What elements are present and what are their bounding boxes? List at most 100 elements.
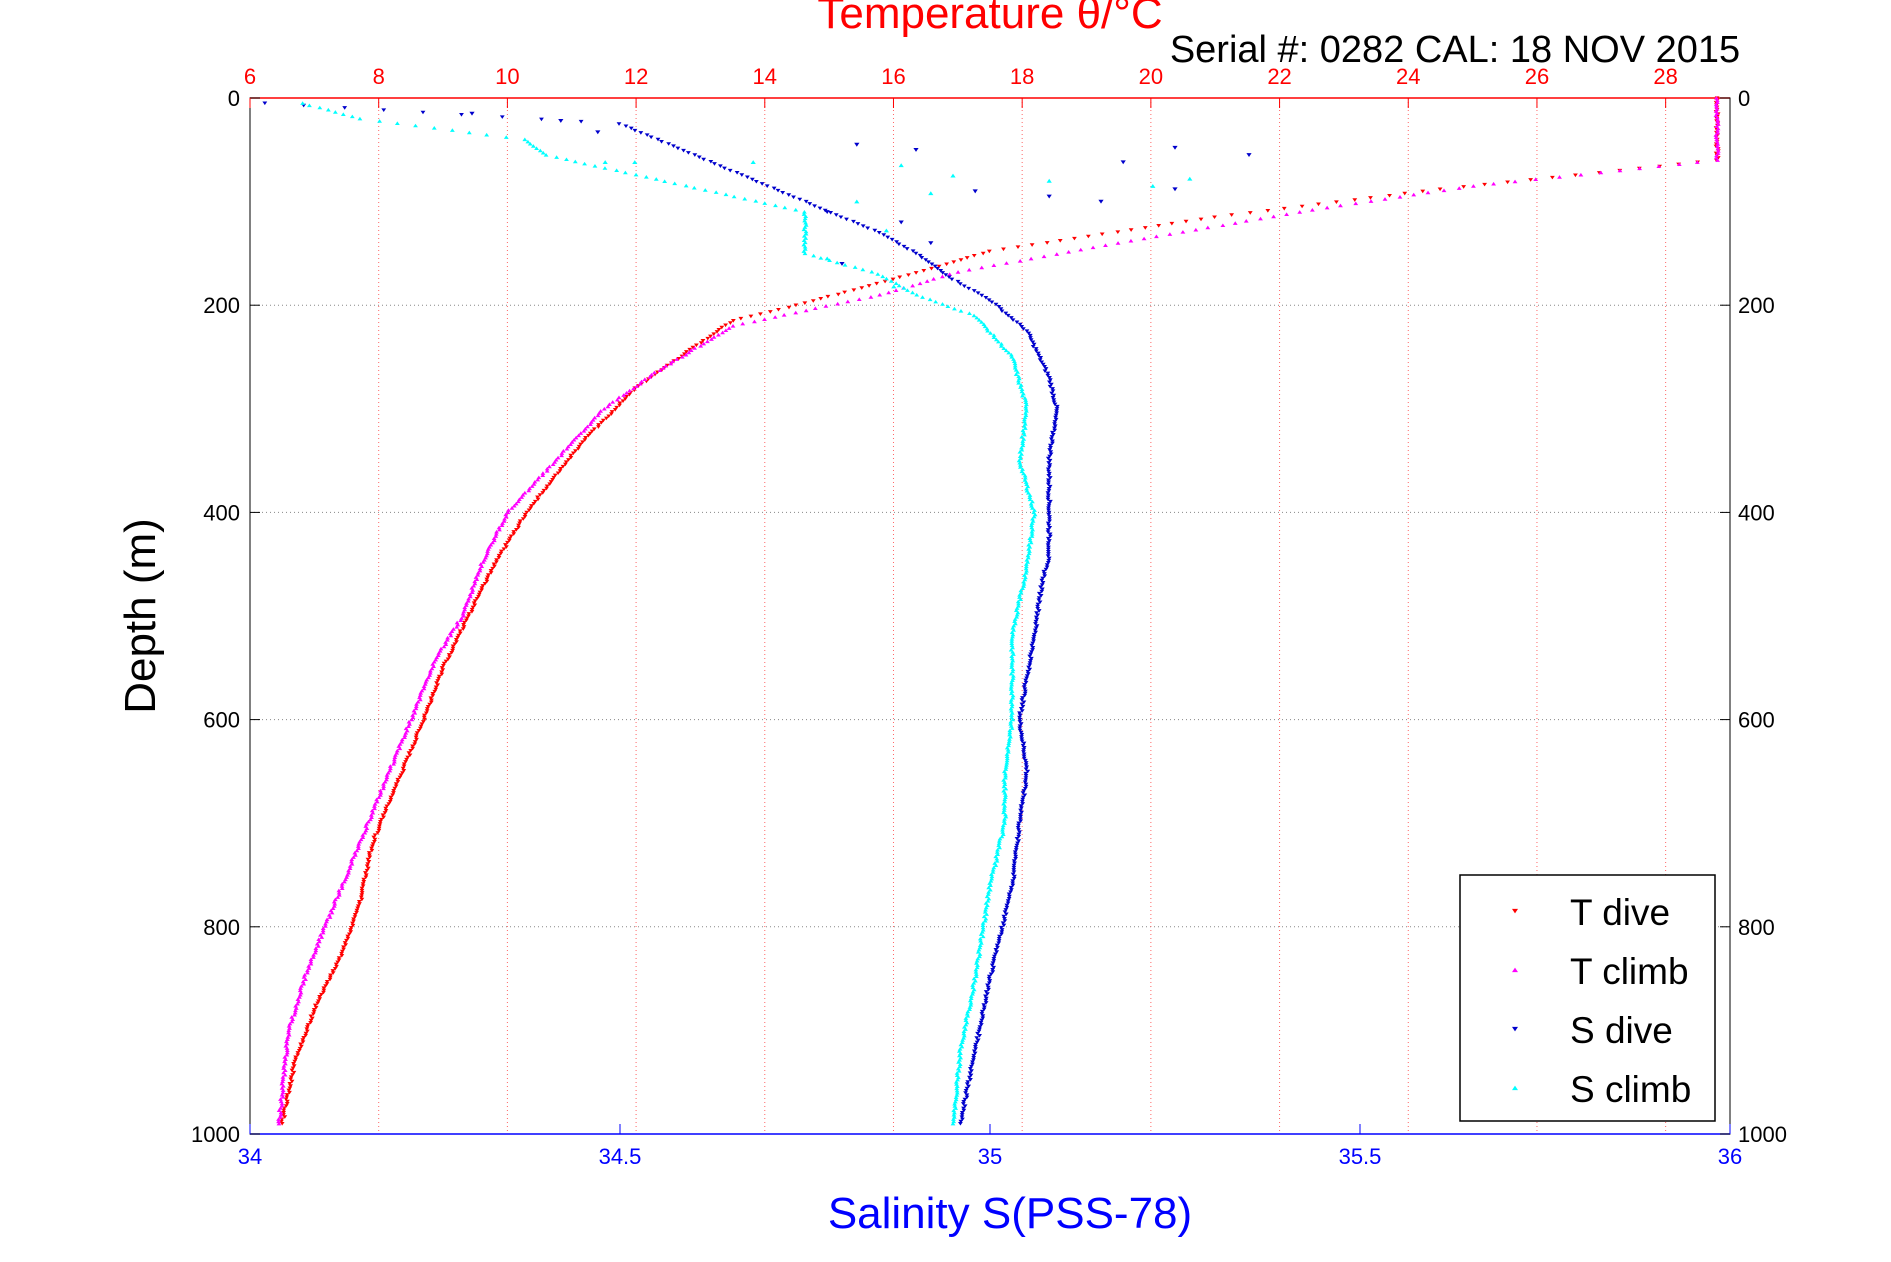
data-point <box>851 219 856 224</box>
data-point <box>990 970 996 974</box>
data-point <box>1057 238 1063 243</box>
data-point <box>399 737 405 742</box>
data-point <box>436 674 442 679</box>
data-point <box>316 937 322 942</box>
data-point <box>980 934 986 939</box>
data-point <box>469 111 475 116</box>
data-point <box>995 339 1001 344</box>
data-point <box>421 684 427 688</box>
data-point <box>1046 194 1052 199</box>
data-point <box>967 1005 973 1009</box>
temperature-tick-label: 6 <box>244 64 256 89</box>
temperature-tick-label: 14 <box>753 64 777 89</box>
data-point <box>1002 816 1007 821</box>
data-point <box>499 115 505 119</box>
data-point <box>1028 659 1033 663</box>
data-point <box>367 855 373 860</box>
data-point <box>793 310 799 315</box>
data-point <box>413 704 419 708</box>
data-point <box>1023 778 1029 782</box>
data-point <box>362 830 368 835</box>
data-point <box>466 614 471 618</box>
data-point <box>992 954 997 959</box>
data-point <box>959 1115 965 1119</box>
data-point <box>482 581 488 586</box>
data-point <box>466 596 471 601</box>
data-point <box>842 262 848 267</box>
data-point <box>427 671 433 675</box>
data-point <box>485 575 491 580</box>
data-point <box>964 256 970 260</box>
data-point <box>758 312 763 316</box>
data-point <box>1353 201 1359 206</box>
data-point <box>524 510 530 515</box>
data-point <box>387 800 393 804</box>
data-point <box>628 126 634 131</box>
data-point <box>332 110 338 114</box>
data-point <box>886 290 892 295</box>
data-point <box>954 1071 960 1075</box>
data-point <box>698 341 704 345</box>
data-point <box>327 975 333 980</box>
data-point <box>782 205 788 210</box>
data-point <box>313 948 319 953</box>
data-point <box>472 579 478 584</box>
data-point <box>492 564 497 569</box>
data-point <box>501 547 507 552</box>
data-point <box>727 321 733 325</box>
data-point <box>989 300 995 305</box>
data-point <box>1232 221 1238 225</box>
data-point <box>279 1121 285 1126</box>
data-point <box>917 253 923 258</box>
data-point <box>349 857 355 862</box>
data-point <box>825 294 831 299</box>
data-point <box>535 477 541 482</box>
data-point <box>469 607 475 612</box>
data-point <box>953 1097 959 1102</box>
data-point <box>287 1021 293 1026</box>
data-point <box>960 1038 966 1042</box>
data-point <box>984 912 990 916</box>
data-point <box>897 275 903 280</box>
data-point <box>945 304 951 309</box>
data-point <box>410 746 416 751</box>
data-point <box>372 804 377 808</box>
data-point <box>1046 506 1051 511</box>
data-point <box>1010 872 1016 877</box>
data-point <box>429 698 434 703</box>
data-point <box>896 242 902 247</box>
data-point <box>1046 508 1051 513</box>
data-point <box>869 269 875 274</box>
data-point <box>360 835 366 839</box>
data-point <box>978 932 984 936</box>
data-point <box>971 1053 977 1058</box>
data-point <box>999 834 1005 839</box>
data-point <box>1023 767 1029 772</box>
data-point <box>955 279 961 284</box>
data-point <box>1027 663 1033 667</box>
data-point <box>973 967 979 972</box>
data-point <box>424 709 430 713</box>
series-s-dive <box>262 101 1060 1126</box>
data-point <box>940 302 945 306</box>
data-point <box>506 508 511 512</box>
data-point <box>491 538 497 543</box>
data-point <box>940 274 945 279</box>
data-point <box>977 936 983 941</box>
data-point <box>392 755 398 760</box>
data-point <box>407 753 413 758</box>
data-point <box>420 110 426 115</box>
data-point <box>1029 650 1034 654</box>
data-point <box>588 422 593 427</box>
data-point <box>1187 176 1193 181</box>
data-point <box>540 491 546 495</box>
data-point <box>339 886 345 890</box>
data-point <box>1021 417 1027 422</box>
data-point <box>1617 168 1623 173</box>
data-point <box>349 859 354 864</box>
data-point <box>447 631 453 636</box>
data-point <box>923 258 929 262</box>
data-point <box>964 1086 970 1091</box>
data-point <box>1017 713 1023 718</box>
data-point <box>1009 682 1015 687</box>
